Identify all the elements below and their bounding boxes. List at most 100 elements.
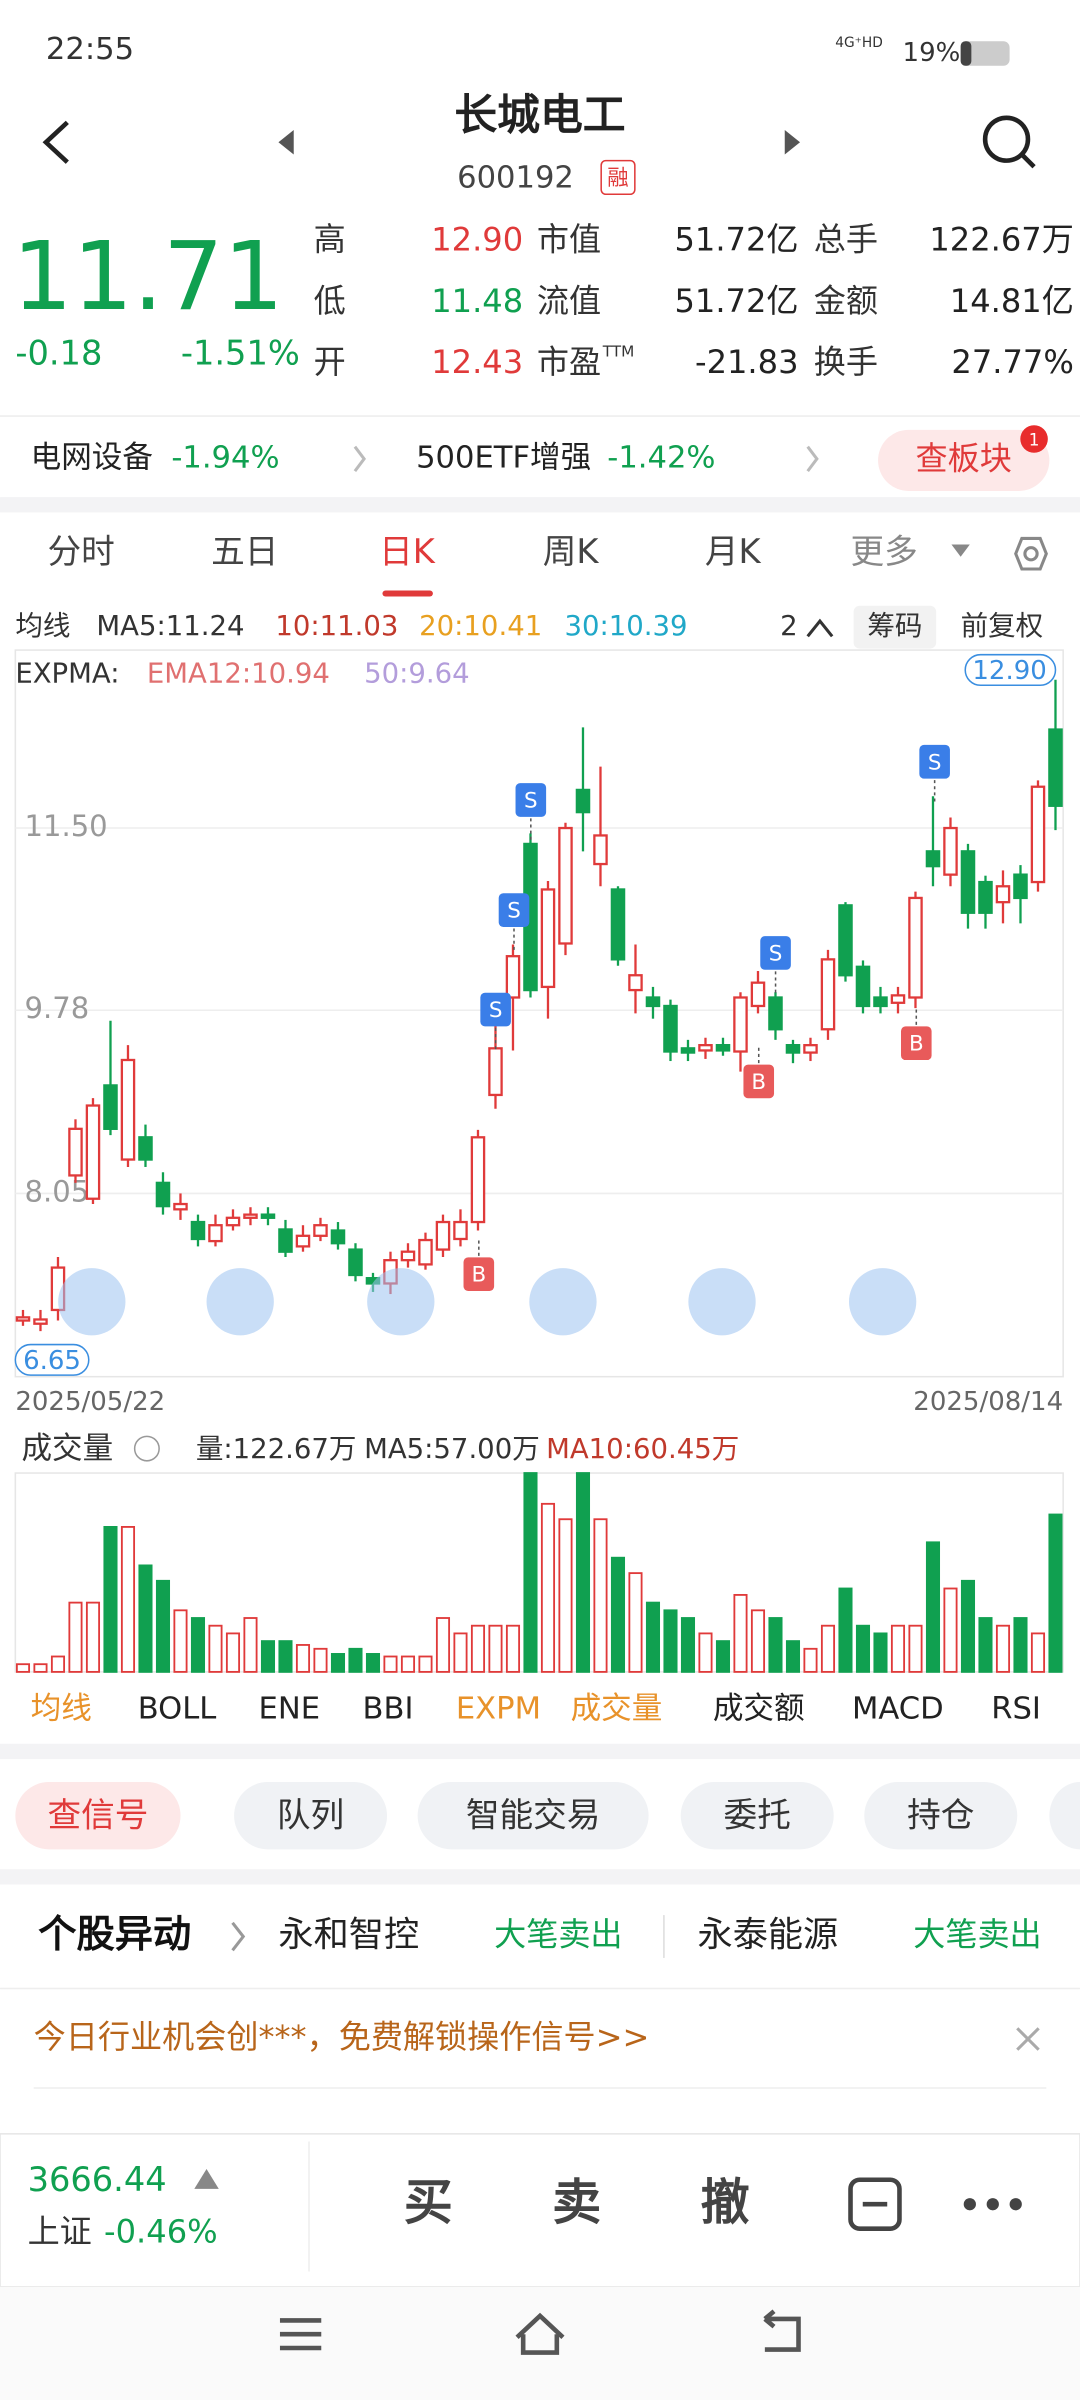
ma-title: 均线 bbox=[15, 610, 70, 642]
indicator-tab[interactable]: 成交额 bbox=[713, 1692, 805, 1727]
action-label[interactable]: 持仓 bbox=[907, 1796, 974, 1835]
indicator-tab[interactable]: EXPM bbox=[456, 1692, 541, 1727]
indicator-tab[interactable]: RSI bbox=[991, 1692, 1041, 1727]
action-label[interactable]: 智能交易 bbox=[466, 1796, 601, 1835]
tab[interactable]: 月K bbox=[705, 532, 762, 571]
action-pill[interactable] bbox=[15, 1782, 181, 1850]
collapse-arrow[interactable] bbox=[806, 618, 834, 638]
battery-level bbox=[960, 41, 972, 66]
position-button[interactable] bbox=[848, 2177, 902, 2231]
buy-button[interactable]: 买 bbox=[404, 2174, 453, 2231]
max-label-box bbox=[964, 653, 1057, 687]
tab[interactable]: 五日 bbox=[211, 532, 278, 571]
close-promo[interactable] bbox=[1016, 2027, 1040, 2051]
indicator-tab[interactable]: 均线 bbox=[31, 1692, 92, 1727]
news-stock[interactable]: 永泰能源 bbox=[698, 1915, 839, 1956]
prev-stock[interactable] bbox=[278, 130, 294, 155]
tab[interactable]: 周K bbox=[543, 532, 600, 571]
chips-button[interactable] bbox=[853, 605, 937, 649]
nav-left-button[interactable] bbox=[58, 1268, 126, 1336]
settings-button[interactable] bbox=[1014, 536, 1048, 571]
volume-bar bbox=[908, 1624, 923, 1673]
action-label[interactable]: 查信号 bbox=[47, 1796, 148, 1835]
scroll-left-button[interactable] bbox=[529, 1268, 597, 1336]
indicator-tab[interactable]: BBI bbox=[363, 1692, 414, 1727]
volume-bar bbox=[243, 1617, 258, 1673]
candle-body bbox=[890, 994, 906, 1004]
indicator-tab[interactable]: BOLL bbox=[138, 1692, 217, 1727]
candle-body bbox=[208, 1224, 223, 1243]
ma10-label: 10:11.03 bbox=[275, 610, 398, 642]
volume-bar bbox=[995, 1624, 1011, 1673]
candle-body bbox=[243, 1213, 258, 1219]
start-date: 2025/05/22 bbox=[15, 1387, 165, 1417]
ema12-label: EMA12:10.94 bbox=[147, 658, 330, 690]
action-label[interactable]: 委托 bbox=[724, 1796, 791, 1835]
ma-count[interactable]: 2 bbox=[780, 610, 798, 642]
indicator-tab[interactable]: MACD bbox=[852, 1692, 944, 1727]
candle-body bbox=[908, 896, 923, 999]
more-button[interactable] bbox=[963, 2198, 1022, 2211]
candle-body bbox=[663, 1004, 678, 1053]
last-price: 11.71 bbox=[12, 222, 283, 332]
zoom-in-button[interactable] bbox=[206, 1268, 274, 1336]
volume-frame bbox=[14, 1472, 1064, 1673]
candle-body bbox=[1013, 873, 1028, 900]
action-pill[interactable] bbox=[234, 1782, 388, 1850]
news-stock[interactable]: 永和智控 bbox=[278, 1915, 419, 1956]
volume-bar bbox=[505, 1624, 521, 1673]
min-price-label: 6.65 bbox=[23, 1346, 81, 1376]
action-pill[interactable] bbox=[1049, 1782, 1080, 1850]
action-pill[interactable] bbox=[417, 1782, 649, 1850]
promo-text[interactable]: 今日行业机会创***，免费解锁操作信号>> bbox=[34, 2018, 650, 2056]
action-pill[interactable] bbox=[680, 1782, 834, 1850]
candle-body bbox=[278, 1228, 293, 1253]
news-event: 大笔卖出 bbox=[494, 1916, 622, 1954]
news-title[interactable]: 个股异动 bbox=[38, 1913, 191, 1957]
tab[interactable]: 分时 bbox=[47, 532, 114, 571]
indicator-tab[interactable]: 成交量 bbox=[571, 1692, 663, 1727]
indicator-tab[interactable]: ENE bbox=[259, 1692, 321, 1727]
news-event: 大笔卖出 bbox=[913, 1916, 1041, 1954]
next-stock[interactable] bbox=[784, 130, 801, 155]
sector-button[interactable] bbox=[878, 429, 1050, 492]
sector-name[interactable]: 500ETF增强 bbox=[416, 440, 591, 475]
adjust-button[interactable]: 前复权 bbox=[961, 610, 1044, 642]
scroll-right-button[interactable] bbox=[688, 1268, 756, 1336]
sector-button-text[interactable]: 查板块 bbox=[916, 439, 1012, 477]
action-label[interactable]: 队列 bbox=[277, 1796, 344, 1835]
home-button[interactable] bbox=[515, 2312, 565, 2355]
volume-bar bbox=[225, 1632, 241, 1673]
back-nav-button[interactable] bbox=[763, 2309, 801, 2352]
tab[interactable]: 更多 bbox=[851, 532, 918, 571]
fullscreen-button[interactable] bbox=[848, 1268, 917, 1336]
zoom-out-button[interactable] bbox=[367, 1268, 435, 1336]
volume-bar bbox=[488, 1624, 503, 1673]
cancel-button[interactable]: 撤 bbox=[701, 2174, 750, 2231]
tab-active[interactable]: 日K bbox=[379, 532, 436, 571]
stat-value: 12.43 bbox=[431, 343, 523, 381]
action-buttons: 查信号 队列 智能交易 委托 持仓 bbox=[15, 1782, 1080, 1850]
signal-marker bbox=[743, 1064, 775, 1099]
settings-dot bbox=[1023, 546, 1039, 562]
candle-body bbox=[838, 904, 853, 977]
sector-name[interactable]: 电网设备 bbox=[31, 440, 153, 475]
menu-button[interactable] bbox=[279, 2318, 322, 2351]
candle-body bbox=[715, 1044, 731, 1052]
stat-value: 14.81亿 bbox=[950, 282, 1074, 320]
sell-button[interactable]: 卖 bbox=[552, 2174, 601, 2231]
chips-text[interactable]: 筹码 bbox=[867, 610, 922, 642]
signal-label: S bbox=[524, 789, 538, 814]
action-pill[interactable] bbox=[864, 1782, 1018, 1850]
nav-bar bbox=[0, 2286, 1080, 2400]
volume-bar bbox=[785, 1640, 801, 1673]
volume-current: 量:122.67万 bbox=[196, 1433, 357, 1465]
candle-body bbox=[418, 1238, 433, 1266]
search-button[interactable] bbox=[982, 115, 1031, 163]
help-icon[interactable] bbox=[133, 1435, 160, 1462]
tab-indicator bbox=[382, 590, 433, 597]
back-button[interactable] bbox=[42, 120, 69, 164]
signal-label: S bbox=[769, 941, 783, 966]
